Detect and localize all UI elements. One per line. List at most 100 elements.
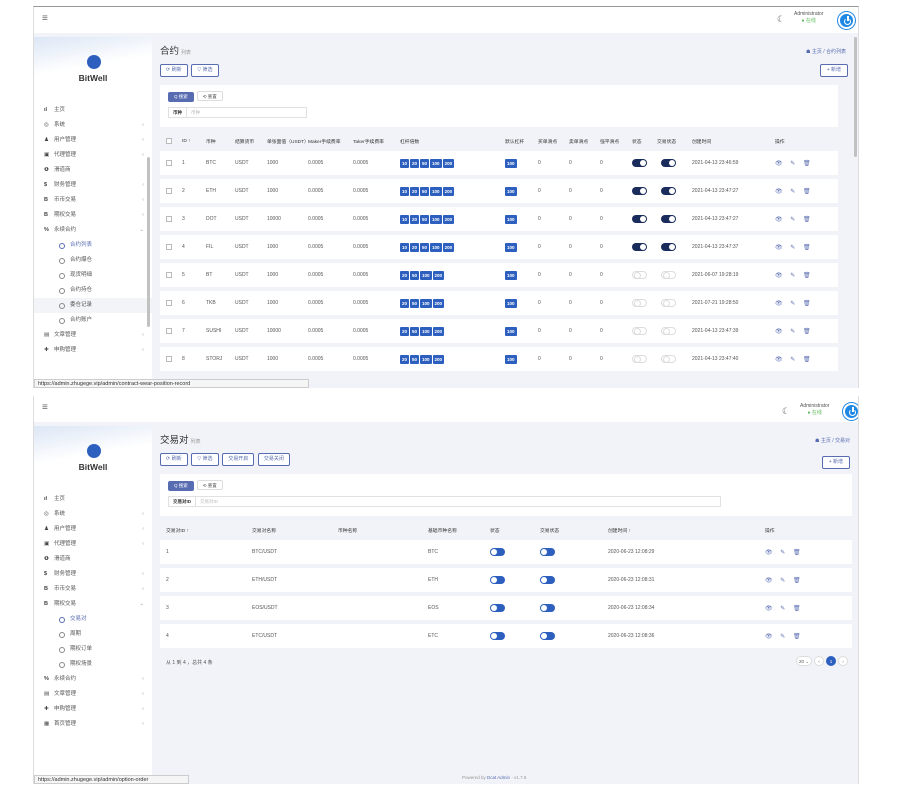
sidebar-scrollbar[interactable]: [147, 157, 150, 327]
sidebar-item[interactable]: ◎ 系统 ‹: [34, 118, 152, 133]
status-toggle[interactable]: [632, 271, 647, 279]
sidebar-item[interactable]: % 永续合约 ‹: [34, 672, 152, 687]
trade-status-toggle[interactable]: [661, 187, 676, 195]
sidebar-item[interactable]: ❶ 滑道商: [34, 552, 152, 567]
column-header[interactable]: 创建时间: [692, 139, 712, 145]
sidebar-item[interactable]: ✚ 申购管理 ‹: [34, 702, 152, 717]
filter-button[interactable]: ▽ 筛选: [191, 64, 219, 77]
trade-status-toggle[interactable]: [661, 215, 676, 223]
sidebar-item[interactable]: $ 财务管理 ‹: [34, 178, 152, 193]
dark-mode-icon[interactable]: ☾: [777, 14, 786, 24]
row-actions[interactable]: 👁 ✎ 🗑: [765, 577, 804, 584]
sidebar-subitem[interactable]: 合约列表: [34, 238, 152, 253]
sidebar-subitem[interactable]: 合约爆仓: [34, 253, 152, 268]
next-page-button[interactable]: ›: [838, 656, 848, 666]
row-actions[interactable]: 👁 ✎ 🗑: [775, 216, 814, 223]
row-actions[interactable]: 👁 ✎ 🗑: [765, 605, 804, 612]
trade-status-toggle[interactable]: [540, 632, 555, 640]
status-toggle[interactable]: [490, 576, 505, 584]
sidebar-item[interactable]: $ 财务管理 ‹: [34, 567, 152, 582]
user-info[interactable]: Administrator ● 在线: [800, 403, 829, 417]
new-button[interactable]: + 新增: [821, 456, 850, 469]
status-toggle[interactable]: [490, 632, 505, 640]
status-toggle[interactable]: [632, 355, 647, 363]
reset-button[interactable]: ⟲ 重置: [196, 91, 223, 101]
search-button[interactable]: Q 搜索: [168, 481, 194, 491]
reset-button[interactable]: ⟲ 重置: [196, 480, 223, 490]
sidebar-item[interactable]: ♟ 用户管理 ‹: [34, 133, 152, 148]
sidebar-subitem[interactable]: 期权订单: [34, 642, 152, 657]
row-checkbox[interactable]: [166, 160, 172, 166]
row-checkbox[interactable]: [166, 272, 172, 278]
sidebar-item[interactable]: ▤ 文章管理 ‹: [34, 687, 152, 702]
refresh-button[interactable]: ⟳ 刷新: [160, 453, 188, 466]
sidebar-item[interactable]: % 永续合约 ⌄: [34, 223, 152, 238]
sidebar-subitem[interactable]: 现货明细: [34, 268, 152, 283]
sidebar-subitem[interactable]: 周期: [34, 627, 152, 642]
search-button[interactable]: Q 搜索: [168, 92, 194, 102]
column-header[interactable]: 创建时间 ↑: [608, 528, 631, 534]
coin-filter-input[interactable]: 币种: [187, 107, 307, 118]
row-checkbox[interactable]: [166, 188, 172, 194]
trade-status-toggle[interactable]: [540, 576, 555, 584]
status-toggle[interactable]: [632, 327, 647, 335]
sidebar-subitem[interactable]: 合约账户: [34, 313, 152, 328]
hamburger-menu-icon[interactable]: ≡: [42, 402, 48, 413]
row-actions[interactable]: 👁 ✎ 🗑: [775, 356, 814, 363]
row-actions[interactable]: 👁 ✎ 🗑: [765, 633, 804, 640]
row-checkbox[interactable]: [166, 356, 172, 362]
row-checkbox[interactable]: [166, 300, 172, 306]
status-toggle[interactable]: [632, 187, 647, 195]
sidebar-item[interactable]: B 币币交易 ‹: [34, 582, 152, 597]
trade-status-toggle[interactable]: [661, 327, 676, 335]
sidebar-item[interactable]: ❶ 滑道商: [34, 163, 152, 178]
column-header[interactable]: ID ↑: [182, 138, 191, 144]
trade-status-toggle[interactable]: [661, 271, 676, 279]
row-actions[interactable]: 👁 ✎ 🗑: [775, 328, 814, 335]
trade-status-toggle[interactable]: [540, 604, 555, 612]
sidebar-subitem[interactable]: 合约持仓: [34, 283, 152, 298]
page-scrollbar[interactable]: [854, 37, 857, 157]
sidebar-item[interactable]: B 币币交易 ‹: [34, 193, 152, 208]
status-toggle[interactable]: [632, 299, 647, 307]
current-page-button[interactable]: 1: [826, 656, 836, 666]
trade-status-toggle[interactable]: [661, 159, 676, 167]
sidebar-item[interactable]: ◎ 系统 ‹: [34, 507, 152, 522]
row-actions[interactable]: 👁 ✎ 🗑: [775, 244, 814, 251]
breadcrumb[interactable]: ☗ 主页 / 交易对: [814, 438, 850, 444]
sidebar-item[interactable]: B 期权交易 ‹: [34, 208, 152, 223]
sidebar-subitem[interactable]: 委仓记录: [34, 298, 152, 313]
status-toggle[interactable]: [490, 548, 505, 556]
status-toggle[interactable]: [632, 243, 647, 251]
sidebar-subitem[interactable]: 期权场景: [34, 657, 152, 672]
power-icon[interactable]: [843, 403, 858, 420]
dcat-admin-link[interactable]: Dcat Admin: [487, 775, 511, 780]
status-toggle[interactable]: [632, 215, 647, 223]
row-actions[interactable]: 👁 ✎ 🗑: [775, 188, 814, 195]
sidebar-item[interactable]: ▣ 代理管理 ‹: [34, 537, 152, 552]
row-actions[interactable]: 👁 ✎ 🗑: [775, 160, 814, 167]
breadcrumb[interactable]: ☗ 主页 / 合约列表: [805, 49, 846, 55]
row-actions[interactable]: 👁 ✎ 🗑: [775, 300, 814, 307]
sidebar-item[interactable]: ▣ 代理管理 ‹: [34, 148, 152, 163]
new-button[interactable]: + 新增: [819, 64, 848, 77]
sidebar-item[interactable]: ✚ 申购管理 ‹: [34, 343, 152, 358]
sidebar-item[interactable]: ♟ 用户管理 ‹: [34, 522, 152, 537]
select-all-checkbox[interactable]: [166, 138, 172, 144]
sidebar-item[interactable]: ▦ 首页管理 ‹: [34, 717, 152, 732]
row-checkbox[interactable]: [166, 328, 172, 334]
trade-status-toggle[interactable]: [661, 355, 676, 363]
pair-id-filter-input[interactable]: 交易对ID: [196, 496, 721, 507]
trade-status-toggle[interactable]: [540, 548, 555, 556]
filter-button[interactable]: ▽ 筛选: [191, 453, 219, 466]
status-toggle[interactable]: [490, 604, 505, 612]
sidebar-subitem[interactable]: 交易对: [34, 612, 152, 627]
refresh-button[interactable]: ⟳ 刷新: [160, 64, 188, 77]
row-checkbox[interactable]: [166, 216, 172, 222]
sidebar-item[interactable]: ▤ 文章管理 ‹: [34, 328, 152, 343]
page-size-select[interactable]: 20 ⌄: [795, 656, 812, 666]
trading-close-button[interactable]: 交易关闭: [257, 453, 290, 466]
sidebar-item[interactable]: ıl 主页: [34, 103, 152, 118]
column-header[interactable]: 交易对ID ↑: [166, 528, 189, 534]
trade-status-toggle[interactable]: [661, 243, 676, 251]
